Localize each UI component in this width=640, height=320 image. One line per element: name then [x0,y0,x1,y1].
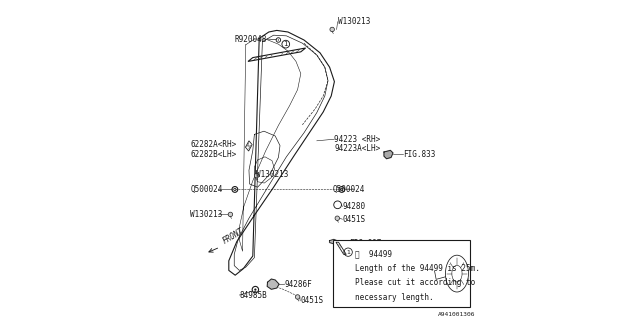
Text: 94280: 94280 [342,202,365,211]
Text: ①  94499: ① 94499 [355,250,392,259]
Text: 94223A<LH>: 94223A<LH> [334,144,381,153]
Text: 94223 <RH>: 94223 <RH> [334,135,381,144]
Polygon shape [384,150,393,159]
Text: necessary length.: necessary length. [355,293,433,302]
Circle shape [335,216,340,220]
Text: W130213: W130213 [191,210,223,219]
Circle shape [254,289,257,291]
Text: FRONT: FRONT [221,226,245,245]
Text: R920048: R920048 [235,35,268,44]
Text: FIG.833: FIG.833 [403,150,436,159]
Text: W130213: W130213 [338,17,370,26]
Text: 1: 1 [346,250,350,255]
Text: Please cut it according to: Please cut it according to [355,278,475,287]
Text: 0451S: 0451S [342,215,365,224]
Circle shape [254,173,259,178]
Text: 62282B<LH>: 62282B<LH> [191,150,237,159]
Text: Q500024: Q500024 [332,185,365,194]
Polygon shape [330,239,337,244]
FancyBboxPatch shape [333,240,470,307]
Text: Q500024: Q500024 [191,185,223,194]
Text: 62282A<RH>: 62282A<RH> [191,140,237,149]
Text: Length of the 94499 is 25m.: Length of the 94499 is 25m. [355,264,479,273]
Text: FIG.607: FIG.607 [349,239,381,248]
Circle shape [330,27,335,32]
Text: 94286F: 94286F [285,280,312,289]
Text: A941001306: A941001306 [438,312,475,317]
Text: 84985B: 84985B [239,291,267,300]
Circle shape [296,295,300,299]
Circle shape [228,212,233,217]
Circle shape [278,39,279,41]
Polygon shape [268,279,279,289]
Text: 0451S: 0451S [300,296,323,305]
Text: W130213: W130213 [256,170,289,179]
Text: 1: 1 [284,41,288,47]
